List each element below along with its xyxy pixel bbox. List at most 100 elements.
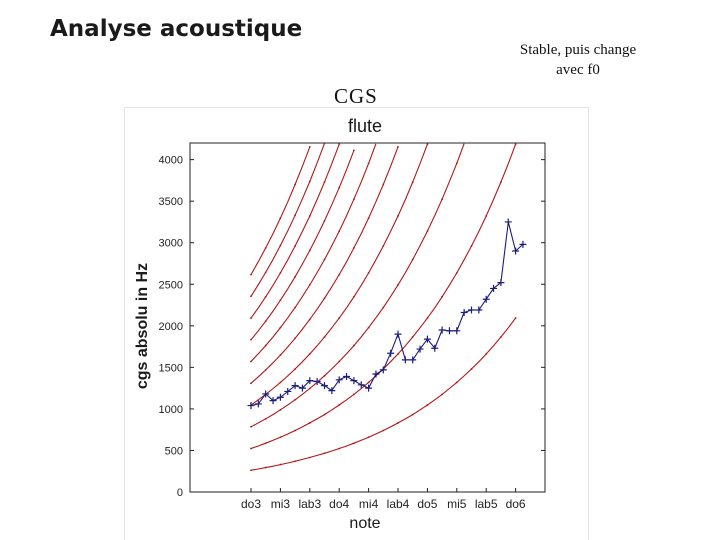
cgs-point xyxy=(453,327,461,335)
cgs-point xyxy=(519,240,527,248)
harmonic-point xyxy=(323,413,326,416)
harmonic-point xyxy=(323,336,326,338)
cgs-series-line xyxy=(250,221,524,407)
chart-title: flute xyxy=(348,116,382,136)
harmonic-point xyxy=(294,368,296,370)
x-tick-label: mi4 xyxy=(359,497,379,511)
cgs-point xyxy=(247,402,255,410)
harmonic-point xyxy=(338,360,341,363)
harmonic-point xyxy=(323,143,326,145)
cgs-point xyxy=(468,306,475,314)
y-tick-label: 0 xyxy=(177,487,183,499)
y-tick-label: 1000 xyxy=(159,404,183,416)
cgs-point xyxy=(284,387,292,395)
x-tick-label: mi3 xyxy=(271,497,291,511)
cgs-point xyxy=(254,400,262,408)
harmonic-point xyxy=(485,215,488,217)
harmonic-point xyxy=(323,297,326,300)
x-tick-label: lab5 xyxy=(475,497,498,511)
cgs-point xyxy=(379,366,387,374)
harmonic-curve-7 xyxy=(250,150,355,341)
harmonic-point xyxy=(470,368,473,370)
harmonic-point xyxy=(338,273,341,276)
cgs-point xyxy=(504,218,512,226)
cgs-point xyxy=(262,390,270,398)
harmonic-point xyxy=(441,198,443,201)
harmonic-point xyxy=(264,466,267,469)
cgs-point xyxy=(431,344,439,352)
harmonic-point xyxy=(411,258,414,261)
harmonic-point xyxy=(308,353,311,355)
annotation-line-2: avec f0 xyxy=(556,62,600,78)
harmonic-point xyxy=(323,374,326,377)
harmonic-point xyxy=(279,326,282,329)
cgs-point xyxy=(438,326,446,334)
cgs-point xyxy=(291,382,299,390)
harmonic-point xyxy=(353,393,355,396)
harmonic-point xyxy=(294,275,296,278)
harmonic-point xyxy=(308,456,311,459)
harmonic-point xyxy=(294,337,296,340)
harmonic-point xyxy=(264,295,267,298)
harmonic-point xyxy=(338,404,341,406)
harmonic-point xyxy=(353,247,355,249)
harmonic-point xyxy=(455,162,458,165)
harmonic-point xyxy=(279,299,282,302)
harmonic-point xyxy=(338,447,341,450)
harmonic-point xyxy=(455,381,458,384)
harmonic-point xyxy=(382,306,385,309)
cgs-point xyxy=(394,330,402,338)
harmonic-point xyxy=(294,183,296,186)
annotation-note: Stable, puis change avec f0 xyxy=(488,40,668,80)
harmonic-point xyxy=(308,180,311,183)
flute-chart: flute note cgs absolu in Hz 0 500 1000 1500… xyxy=(134,116,546,532)
harmonic-point xyxy=(426,317,429,319)
harmonic-point xyxy=(279,271,282,274)
harmonic-point xyxy=(308,146,311,148)
harmonic-point xyxy=(426,230,429,232)
cgs-point xyxy=(357,381,365,389)
x-tick-label: lab3 xyxy=(298,497,321,511)
harmonic-point xyxy=(367,217,370,220)
harmonic-point xyxy=(323,181,326,184)
harmonic-curve-10 xyxy=(250,146,311,275)
harmonic-point xyxy=(367,162,370,165)
cgs-point xyxy=(490,284,498,292)
harmonic-point xyxy=(397,284,399,286)
harmonic-point xyxy=(353,344,355,347)
harmonic-point xyxy=(382,429,385,432)
chart-figure: flute note cgs absolu in Hz 0 500 1000 1500… xyxy=(125,108,588,540)
harmonic-point xyxy=(250,469,252,472)
harmonic-point xyxy=(367,381,370,384)
harmonic-point xyxy=(294,398,296,401)
section-label: CGS xyxy=(334,84,378,108)
harmonic-point xyxy=(250,360,252,363)
y-tick-label: 500 xyxy=(165,445,183,457)
x-tick-label: mi5 xyxy=(447,497,467,511)
harmonic-point xyxy=(500,336,502,338)
harmonic-point xyxy=(367,271,370,274)
y-tick-label: 1500 xyxy=(159,362,183,374)
y-axis-label: cgs absolu in Hz xyxy=(134,263,151,389)
harmonic-point xyxy=(279,217,282,220)
harmonic-point xyxy=(397,353,399,355)
harmonic-curve-9 xyxy=(250,143,326,297)
harmonic-curve-1 xyxy=(250,317,517,471)
harmonic-point xyxy=(338,186,341,189)
cgs-point xyxy=(401,356,409,364)
harmonic-point xyxy=(500,181,502,184)
harmonic-point xyxy=(308,318,311,321)
cgs-point xyxy=(276,393,284,401)
cgs-point xyxy=(409,356,417,364)
harmonic-point xyxy=(264,369,267,371)
harmonic-curve-8 xyxy=(250,144,340,319)
cgs-point xyxy=(497,279,505,287)
harmonic-point xyxy=(382,245,385,247)
harmonic-point xyxy=(308,284,311,286)
annotation-line-1: Stable, puis change xyxy=(519,42,637,58)
harmonic-point xyxy=(411,413,414,416)
harmonic-point xyxy=(485,353,488,355)
x-tick-label: do4 xyxy=(329,497,349,511)
harmonic-point xyxy=(294,460,296,463)
harmonic-point xyxy=(514,317,517,319)
